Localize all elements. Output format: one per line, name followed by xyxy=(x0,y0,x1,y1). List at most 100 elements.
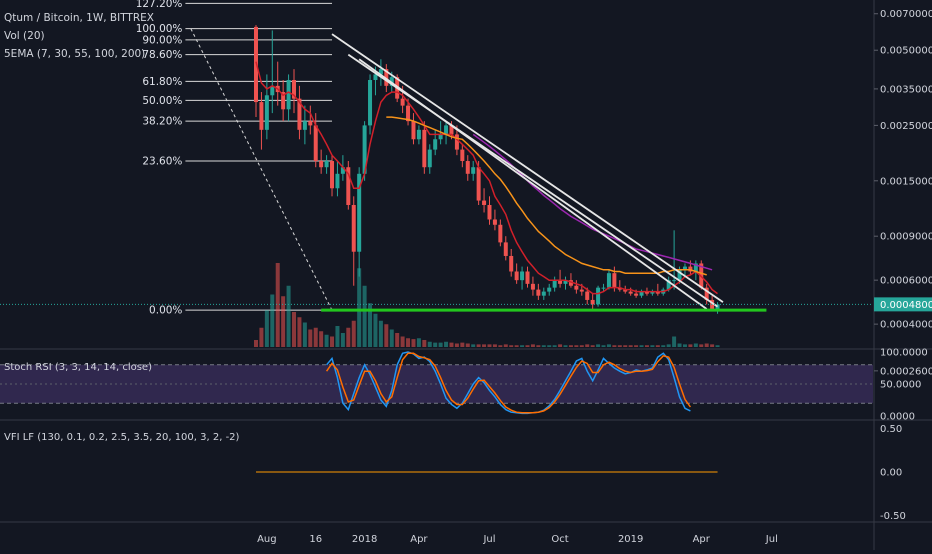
candle-body xyxy=(422,129,427,168)
time-axis-label: Aug xyxy=(257,534,277,545)
volume-bar xyxy=(568,345,573,347)
candle-body xyxy=(503,242,508,256)
trendline[interactable] xyxy=(358,58,708,310)
candle-body xyxy=(302,121,307,130)
volume-bar xyxy=(498,345,503,347)
fib-level-label: 23.60% xyxy=(142,156,182,168)
stoch-axis-label: 50.0000 xyxy=(880,380,921,391)
candle-body xyxy=(536,289,541,296)
candle-body xyxy=(628,291,633,294)
candle-body xyxy=(357,173,362,252)
candle-body xyxy=(351,204,356,252)
candle-body xyxy=(384,69,389,86)
candle-body xyxy=(438,134,443,140)
volume-bar xyxy=(275,263,280,347)
candle-body xyxy=(492,219,497,225)
candle-body xyxy=(330,161,335,189)
stoch-rsi-legend[interactable]: Stoch RSI (3, 3, 14, 14, close) xyxy=(4,362,152,373)
fib-level-label: 50.00% xyxy=(142,95,182,107)
volume-bar xyxy=(682,344,687,347)
candle-body xyxy=(362,125,367,174)
ema-orange-line xyxy=(386,116,707,276)
candle-body xyxy=(710,299,715,309)
candle-body xyxy=(574,285,579,290)
candle-body xyxy=(704,287,709,300)
last-price-label: 0.00048000 xyxy=(880,300,932,311)
ema-legend[interactable]: 5EMA (7, 30, 55, 100, 200) xyxy=(4,48,146,60)
candle-body xyxy=(313,125,318,162)
volume-bar xyxy=(693,343,698,347)
volume-bar xyxy=(308,329,313,347)
candle-body xyxy=(558,280,563,284)
volume-bar xyxy=(438,342,443,347)
volume-bar xyxy=(297,317,302,347)
trendline[interactable] xyxy=(331,33,724,303)
candle-body xyxy=(389,77,394,86)
volume-bar xyxy=(471,344,476,347)
time-axis-label: 2019 xyxy=(618,534,643,545)
candle-body xyxy=(530,283,535,290)
volume-bar xyxy=(606,344,611,347)
volume-bar xyxy=(612,345,617,347)
candle-body xyxy=(612,273,617,288)
volume-bar xyxy=(292,312,297,347)
fib-diagonal-line[interactable] xyxy=(190,28,333,311)
candle-body xyxy=(482,200,487,205)
volume-bar xyxy=(710,344,715,347)
volume-bar xyxy=(389,329,394,347)
fib-level-label: 127.20% xyxy=(136,0,183,10)
candle-body xyxy=(308,121,313,126)
candle-body xyxy=(585,291,590,300)
volume-bar xyxy=(623,345,628,347)
volume-bar xyxy=(259,327,264,347)
volume-bar xyxy=(416,338,421,347)
volume-bar xyxy=(270,294,275,347)
candle-body xyxy=(672,280,677,282)
volume-bar xyxy=(704,343,709,347)
volume-bar xyxy=(590,345,595,347)
volume-bar xyxy=(520,345,525,347)
volume-bar xyxy=(454,343,459,347)
volume-bar xyxy=(362,285,367,347)
candle-body xyxy=(682,266,687,270)
volume-bar xyxy=(509,345,514,347)
candle-body xyxy=(400,98,405,106)
volume-bar xyxy=(628,345,633,347)
candle-body xyxy=(297,98,302,130)
candle-body xyxy=(281,92,286,110)
vfi-legend[interactable]: VFI LF (130, 0.1, 0.2, 2.5, 3.5, 20, 100… xyxy=(4,432,240,443)
time-axis-label: Apr xyxy=(693,534,711,545)
volume-group xyxy=(254,263,720,347)
fib-level-label: 38.20% xyxy=(142,116,182,128)
candle-body xyxy=(644,291,649,294)
volume-bar xyxy=(552,345,557,347)
candle-body xyxy=(601,287,606,289)
volume-bar xyxy=(503,344,508,347)
volume-bar xyxy=(400,336,405,347)
vfi-axis-label: 0.00 xyxy=(880,468,902,479)
candle-body xyxy=(292,79,297,99)
volume-bar xyxy=(302,322,307,347)
symbol-title[interactable]: Qtum / Bitcoin, 1W, BITTREX xyxy=(4,12,154,24)
drawing-lines-group[interactable] xyxy=(0,33,873,312)
candle-body xyxy=(476,167,481,201)
candle-body xyxy=(552,280,557,288)
candle-body xyxy=(460,149,465,162)
fibonacci-group[interactable]: 127.20% 100.00%90.00% 78.60% 61.80% 50.00% 38… xyxy=(136,0,333,317)
volume-bar xyxy=(579,345,584,347)
candle-body xyxy=(563,280,568,284)
volume-bar xyxy=(378,320,383,347)
stoch-axis-label: 0.0000 xyxy=(880,412,915,423)
volume-legend[interactable]: Vol (20) xyxy=(4,30,45,42)
candle-body xyxy=(650,291,655,294)
candle-body xyxy=(427,149,432,168)
volume-bar xyxy=(661,345,666,347)
candle-body xyxy=(449,125,454,135)
volume-bar xyxy=(351,320,356,347)
